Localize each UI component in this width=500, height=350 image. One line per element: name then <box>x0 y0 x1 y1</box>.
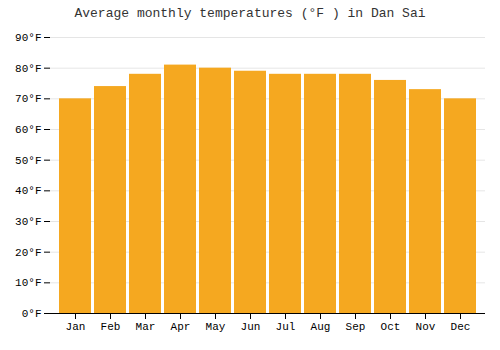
svg-text:80°F: 80°F <box>15 63 41 75</box>
svg-text:50°F: 50°F <box>15 155 41 167</box>
svg-text:20°F: 20°F <box>15 247 41 259</box>
svg-text:60°F: 60°F <box>15 124 41 136</box>
svg-text:Aug: Aug <box>311 321 331 333</box>
svg-text:90°F: 90°F <box>15 32 41 44</box>
svg-text:Nov: Nov <box>416 321 436 333</box>
svg-text:10°F: 10°F <box>15 277 41 289</box>
svg-text:Mar: Mar <box>136 321 156 333</box>
html-text:Average monthly temperatures (: Average monthly temperatures (°F ) in Da… <box>74 6 426 21</box>
svg-text:0°F: 0°F <box>22 308 42 320</box>
svg-text:Oct: Oct <box>381 321 401 333</box>
svg-text:30°F: 30°F <box>15 216 41 228</box>
svg-text:Dec: Dec <box>451 321 471 333</box>
svg-text:Feb: Feb <box>101 321 121 333</box>
svg-text:May: May <box>206 321 226 333</box>
svg-text:70°F: 70°F <box>15 93 41 105</box>
svg-text:Jun: Jun <box>241 321 261 333</box>
svg-text:Sep: Sep <box>346 321 366 333</box>
svg-text:Apr: Apr <box>171 321 191 333</box>
svg-text:Jul: Jul <box>276 321 296 333</box>
svg-text:Jan: Jan <box>66 321 86 333</box>
svg-text:40°F: 40°F <box>15 185 41 197</box>
